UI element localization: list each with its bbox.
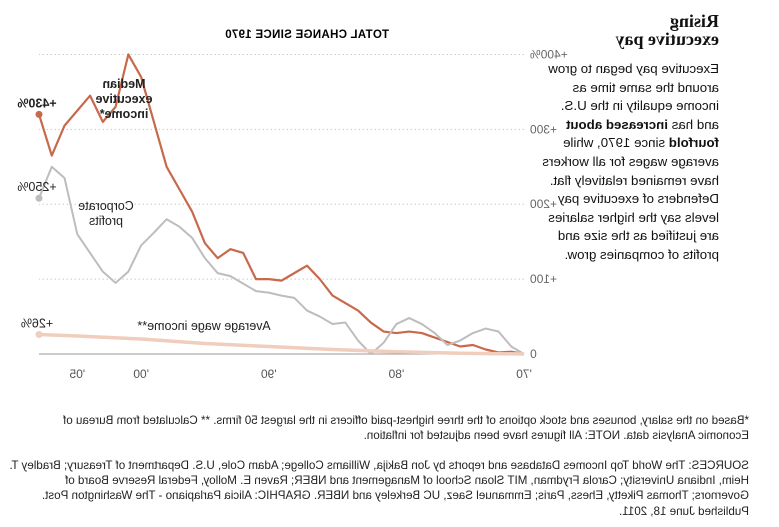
footnote: *Based on the salary, bonuses and stock … xyxy=(63,414,749,443)
series-line-profits xyxy=(38,165,525,355)
series-label-executive: executive xyxy=(95,92,152,106)
x-tick-label: '90 xyxy=(261,367,277,381)
series-label-wages: Average wage income** xyxy=(137,319,270,333)
series-lines xyxy=(35,53,525,356)
series-end-label-profits: +250% xyxy=(17,180,56,194)
y-tick-label: 0 xyxy=(530,347,537,361)
sources-credit: SOURCES: The World Top Incomes Database … xyxy=(9,459,749,518)
y-tick-label: +200 xyxy=(530,197,557,211)
body-part-2: since 1970, while average wages for all … xyxy=(542,135,719,262)
line-chart: 0 +100 +200 +300 +400% '70 '80 '90 '00 '05 +430% Me… xyxy=(17,29,567,381)
series-end-label-wages: +26% xyxy=(21,317,53,331)
series-label-profits: profits xyxy=(89,214,123,228)
y-tick-label: +300 xyxy=(530,122,557,136)
y-tick-label: +400% xyxy=(530,47,568,61)
x-tick-label: '05 xyxy=(69,367,85,381)
series-end-dot-wages xyxy=(35,331,43,339)
title-line-1: Rising xyxy=(669,11,719,31)
title-line-2: executive pay xyxy=(615,29,719,49)
series-end-label-executive: +430% xyxy=(17,96,56,110)
y-tick-label: +100 xyxy=(530,272,557,286)
series-line-wages xyxy=(38,332,525,356)
x-tick-label: '70 xyxy=(516,367,532,381)
series-label-executive: income* xyxy=(100,107,149,121)
series-label-executive: Median xyxy=(102,77,145,91)
x-tick-label: '80 xyxy=(388,367,404,381)
series-end-dot-profits xyxy=(35,194,43,202)
sidebar-body: Executive pay began to grow around the s… xyxy=(539,60,719,265)
x-tick-label: '00 xyxy=(133,367,149,381)
series-end-dot-executive xyxy=(35,110,43,118)
series-label-profits: Corporate xyxy=(78,199,134,213)
chart-labels: 0 +100 +200 +300 +400% '70 '80 '90 '00 '05 +430% Me… xyxy=(17,47,567,381)
chart-title: TOTAL CHANGE SINCE 1970 xyxy=(225,29,389,41)
sidebar-title: Rising executive pay xyxy=(539,11,719,49)
